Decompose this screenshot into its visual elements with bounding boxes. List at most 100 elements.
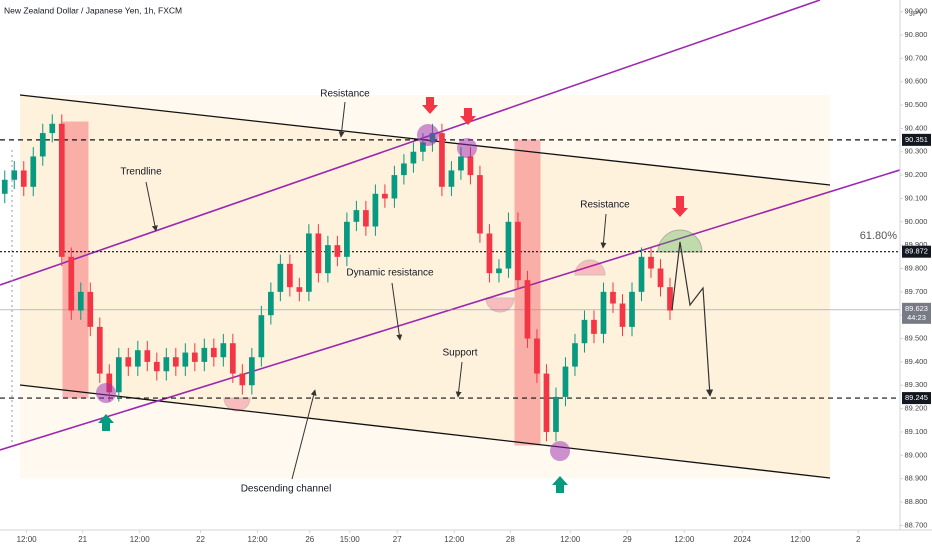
down-arrow	[672, 196, 688, 217]
x-tick-label: 28	[506, 535, 515, 544]
candle-body	[553, 396, 559, 432]
candle-body	[505, 221, 512, 269]
candle-body	[11, 170, 18, 180]
candle-body	[524, 280, 531, 339]
candle-body	[220, 343, 227, 358]
annotation: Support	[442, 348, 477, 359]
candle-body	[581, 319, 588, 344]
y-tick-label: 90.400	[905, 123, 928, 132]
candle-body	[410, 151, 417, 164]
annotation-arrow	[338, 101, 346, 138]
y-tick-label: 88.800	[905, 497, 928, 506]
chart-title: New Zealand Dollar / Japanese Yen, 1h, F…	[4, 5, 182, 15]
candle-body	[591, 319, 597, 334]
countdown: 44:23	[907, 313, 926, 322]
candle-body	[115, 357, 122, 393]
candle-body	[477, 175, 483, 234]
up-arrow	[98, 414, 114, 431]
candle-body	[667, 287, 673, 311]
annotation: Descending channel	[241, 484, 332, 495]
fib-label: 61.80%	[860, 230, 898, 242]
x-tick-label: 26	[305, 535, 314, 544]
channel-fill	[20, 95, 830, 478]
touch-circle	[550, 441, 570, 461]
candle-body	[600, 291, 607, 334]
candle-body	[106, 373, 113, 393]
price-label-bg	[902, 133, 931, 146]
x-tick-label: 27	[393, 535, 402, 544]
price-axis-bg	[900, 0, 932, 550]
candle-body	[68, 256, 75, 311]
retest-arc	[223, 397, 251, 412]
annotation-arrow	[391, 282, 403, 341]
channel-bottom	[19, 384, 831, 479]
candle-body	[277, 263, 284, 292]
x-tick-label: 2024	[733, 535, 751, 544]
y-tick-label: 89.700	[905, 287, 928, 296]
overlays: Resistance Trendline Resistance Dynamic …	[4, 5, 897, 494]
touch-circle	[96, 383, 116, 403]
x-tick-label: 21	[78, 535, 87, 544]
annotation-arrow	[455, 361, 463, 398]
x-tick-label: 29	[623, 535, 632, 544]
y-tick-label: 90.200	[905, 170, 928, 179]
annotation: Trendline	[120, 167, 162, 178]
price-label: 89.872	[905, 247, 928, 256]
touch-circle	[457, 138, 477, 158]
candle-body	[619, 303, 626, 327]
y-tick-label: 88.700	[905, 520, 928, 529]
candle-body	[96, 326, 103, 374]
annotation-arrow	[600, 213, 607, 249]
candle-body	[87, 291, 94, 327]
x-tick-label: 12:00	[248, 535, 269, 544]
y-tick-label: 89.000	[905, 450, 928, 459]
down-arrow	[460, 108, 476, 125]
candle-body	[334, 245, 341, 257]
candle-body	[629, 291, 635, 327]
annotation: Resistance	[580, 200, 630, 211]
dynamic-line	[0, 159, 932, 451]
drawings	[0, 0, 932, 479]
candle-body	[153, 361, 160, 372]
candle-body	[39, 133, 46, 157]
annotation-arrow	[145, 181, 158, 232]
annotation: Resistance	[320, 89, 370, 100]
candle-body	[258, 315, 265, 358]
last-price-bg	[902, 302, 931, 324]
candle-body	[562, 366, 569, 397]
candle-body	[534, 338, 540, 374]
candle-body	[363, 210, 369, 227]
candle-body	[191, 352, 198, 362]
y-tick-label: 90.800	[905, 30, 928, 39]
currency: JPY	[909, 9, 923, 18]
candle-body	[638, 256, 645, 292]
retest-arc	[657, 229, 703, 253]
projection	[671, 241, 714, 397]
candle-body	[420, 142, 426, 152]
y-tick-label: 90.900	[905, 7, 928, 16]
candle-body	[58, 123, 65, 257]
candle-body	[648, 256, 654, 269]
y-tick-label: 89.300	[905, 380, 928, 389]
candle-body	[439, 133, 445, 187]
last-price-label: 89.623	[905, 304, 928, 313]
candle-body	[172, 357, 179, 367]
time-axis-bg	[0, 530, 932, 550]
y-tick-label: 89.900	[905, 240, 928, 249]
candle-body	[30, 156, 37, 187]
zone-fill	[20, 95, 830, 478]
axes: 88.700 88.800 88.900 89.000 89.100 89.200 89.3…	[17, 7, 931, 544]
retest-arc	[574, 259, 606, 276]
x-tick-label: 2	[856, 535, 861, 544]
candle-body	[239, 373, 246, 386]
x-tick-label: 12:00	[444, 535, 465, 544]
candle-body	[372, 193, 379, 227]
y-tick-label: 88.900	[905, 474, 928, 483]
candle-body	[125, 357, 132, 367]
candle-body	[382, 193, 388, 199]
retest-arc	[485, 297, 515, 313]
y-tick-label: 90.300	[905, 147, 928, 156]
price-label-bg	[902, 245, 931, 258]
annotation: Dynamic resistance	[346, 268, 434, 279]
